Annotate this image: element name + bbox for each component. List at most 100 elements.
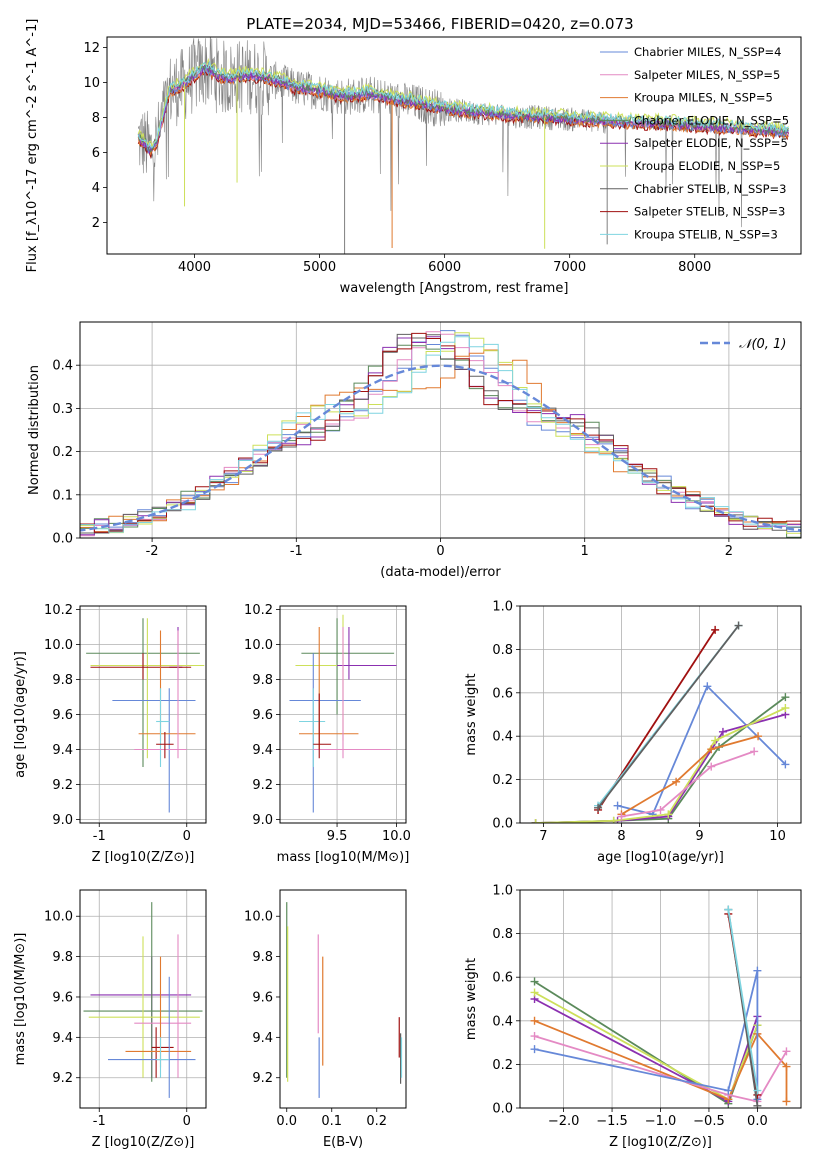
y-tick-label: 9.0 [252,813,273,828]
x-tick-label: -1 [93,829,106,844]
x-tick-label: 4000 [178,260,211,275]
plus-marker [718,727,727,736]
model-spectrum-salpeter-elodie [137,63,789,155]
legend-label: Chabrier MILES, N_SSP=4 [634,45,781,59]
plus-marker [703,682,712,691]
plot-area [531,621,790,823]
axes-overlay: 7 8 9 10 0.0 0.2 0.4 0.6 0.8 1.0 age [log10(age/yr… [464,600,802,865]
y-tick-label: 0.1 [52,488,73,503]
x-tick-label: −0.5 [693,1114,725,1129]
y-tick-label: 0.4 [52,359,73,374]
plot-area [289,614,397,813]
x-tick-label: 9 [695,829,703,844]
plus-marker [707,745,716,754]
axes-frame [279,605,407,824]
plus-marker [530,1032,539,1041]
axes-frame [279,889,407,1109]
y-tick-label: 10.0 [244,638,273,653]
y-tick-label: 9.2 [252,778,273,793]
y-tick-label: 0.4 [492,730,513,745]
axes-overlay: -2 -1 0 1 2 0.0 0.1 0.2 0.3 0.4 (data-model)/error… [27,321,802,580]
x-tick-label: 8 [617,829,625,844]
series-line-salpeter-miles [621,750,755,818]
plus-marker [656,805,665,814]
y-tick-label: 9.0 [52,813,73,828]
plus-marker [672,777,681,786]
plus-marker [753,1101,762,1108]
y-tick-label: 10.0 [244,910,273,925]
y-tick-label: 10.2 [244,603,273,618]
y-tick-label: 0.8 [492,927,513,942]
figure-title: PLATE=2034, MJD=53466, FIBERID=0420, z=0… [246,15,633,33]
x-tick-label: 1 [581,544,589,559]
x-tick-label: 7 [539,829,547,844]
plot-area [530,905,791,1108]
x-tick-label: 2 [725,544,733,559]
axes-frame [79,889,207,1109]
x-tick-label: 0 [436,544,444,559]
y-axis-label: Normed distribution [27,365,42,495]
x-axis-label: age [log10(age/yr)] [597,850,724,865]
model-spectrum-kroupa-stelib [137,61,789,149]
x-tick-label: -1 [93,1114,106,1129]
y-axis-label: Flux [f_λ10^-17 erg cm^-2 s^-1 A^-1] [25,19,40,273]
plus-marker [617,812,626,821]
x-tick-label: 0.0 [747,1114,768,1129]
series-line-chabrier-elodie [535,696,786,823]
plus-marker [530,988,539,997]
axes-frame [106,36,802,255]
mass-weight-vs-metallicity-panel: −2.0 −1.5 −1.0 −0.5 0.0 0.0 0.2 0.4 0.6 0.8 1.0 Z [… [464,884,802,1150]
legend-label: Kroupa ELODIE, N_SSP=5 [634,159,780,173]
y-tick-label: 9.6 [252,708,273,723]
plus-marker [753,966,762,975]
x-tick-label: −1.5 [596,1114,628,1129]
legend-label: Kroupa STELIB, N_SSP=3 [634,227,778,241]
y-tick-label: 0.0 [492,1102,513,1117]
y-tick-label: 10.0 [44,910,73,925]
plus-marker [613,801,622,810]
y-tick-label: 9.4 [252,1031,273,1046]
x-axis-label: mass [log10(M/M⊙)] [277,850,410,865]
axes-frame [519,889,802,1109]
y-tick-label: 1.0 [492,600,513,615]
plus-marker [754,732,763,741]
y-tick-label: 9.4 [52,1031,73,1046]
x-axis-label: Z [log10(Z/Z⊙)] [92,850,195,865]
y-tick-label: 12 [83,41,100,56]
plus-marker [782,1097,791,1106]
plus-marker [781,760,790,769]
y-tick-label: 0.2 [52,445,73,460]
x-axis-label: Z [log10(Z/Z⊙)] [609,1135,712,1150]
mass-vs-ebv-panel: 0.0 0.1 0.2 9.2 9.4 9.6 9.8 10.0 E(B-V) [244,889,407,1150]
y-tick-label: 9.6 [52,990,73,1005]
series-line-chabrier-stelib [597,624,740,809]
y-tick-label: 0.4 [492,1014,513,1029]
plot-area [86,618,205,813]
plus-marker [724,905,733,914]
x-axis-label: (data-model)/error [380,565,501,580]
x-tick-label: 10.0 [382,829,411,844]
legend-label: Kroupa MILES, N_SSP=5 [634,91,773,105]
x-tick-label: 10 [769,829,786,844]
x-tick-label: 0 [183,1114,191,1129]
y-tick-label: 9.2 [52,778,73,793]
y-tick-label: 2 [92,216,100,231]
legend-label: 𝒩(0, 1) [739,337,786,352]
plus-marker [782,1047,791,1056]
axes-frame [519,605,802,824]
legend-label: Salpeter ELODIE, N_SSP=5 [634,136,788,150]
plus-marker [750,747,759,756]
plus-marker [734,621,743,630]
x-tick-label: −2.0 [548,1114,580,1129]
plus-marker [664,810,673,819]
y-tick-label: 9.2 [52,1071,73,1086]
x-tick-label: 8000 [678,260,711,275]
y-tick-label: 8 [92,111,100,126]
y-tick-label: 9.4 [252,743,273,758]
y-tick-label: 0.3 [52,402,73,417]
y-tick-label: 0.6 [492,686,513,701]
histogram-kroupa-stelib [80,336,801,534]
y-tick-label: 9.8 [252,673,273,688]
x-tick-label: 6000 [428,260,461,275]
